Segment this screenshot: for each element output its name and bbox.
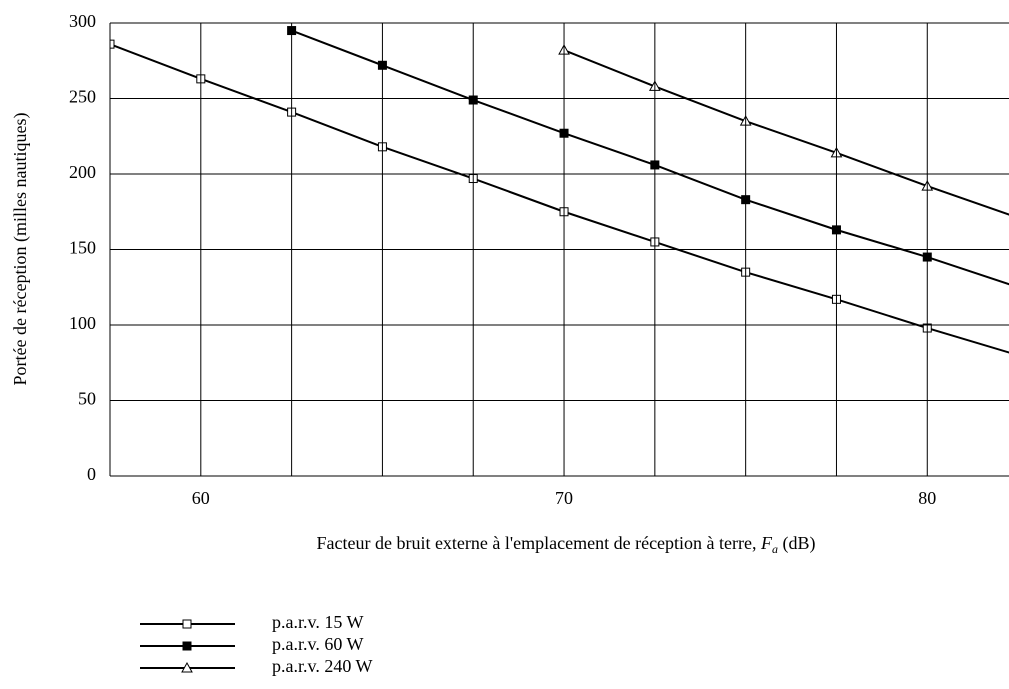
- x-label-unit: (dB): [778, 533, 816, 554]
- y-tick-label: 300: [69, 11, 96, 31]
- y-tick-label: 100: [69, 313, 96, 333]
- y-axis-label: Portée de réception (milles nautiques): [10, 113, 31, 386]
- y-tick-label: 50: [78, 389, 96, 409]
- y-tick-label: 200: [69, 162, 96, 182]
- legend-marker: [182, 641, 192, 651]
- legend-marker: [181, 661, 193, 673]
- y-tick-label: 0: [87, 464, 96, 484]
- x-axis-label: Facteur de bruit externe à l'emplacement…: [316, 533, 815, 556]
- x-tick-label: 70: [555, 488, 573, 508]
- legend-label: p.a.r.v. 60 W: [272, 634, 364, 654]
- marker: [110, 39, 115, 49]
- x-label-text: Facteur de bruit externe à l'emplacement…: [316, 533, 761, 553]
- legend-label: p.a.r.v. 15 W: [272, 612, 364, 632]
- y-tick-label: 250: [69, 87, 96, 107]
- x-tick-label: 60: [192, 488, 210, 508]
- series-line: [110, 43, 1009, 354]
- x-tick-label: 80: [918, 488, 936, 508]
- x-label-subscript: a: [772, 542, 778, 556]
- series-line: [563, 49, 1009, 216]
- y-tick-label: 150: [69, 238, 96, 258]
- x-label-symbol: F: [760, 533, 773, 553]
- legend-label: p.a.r.v. 240 W: [272, 656, 373, 676]
- plot-area: [110, 26, 1009, 354]
- series-line: [291, 29, 1009, 286]
- legend-marker: [182, 619, 192, 629]
